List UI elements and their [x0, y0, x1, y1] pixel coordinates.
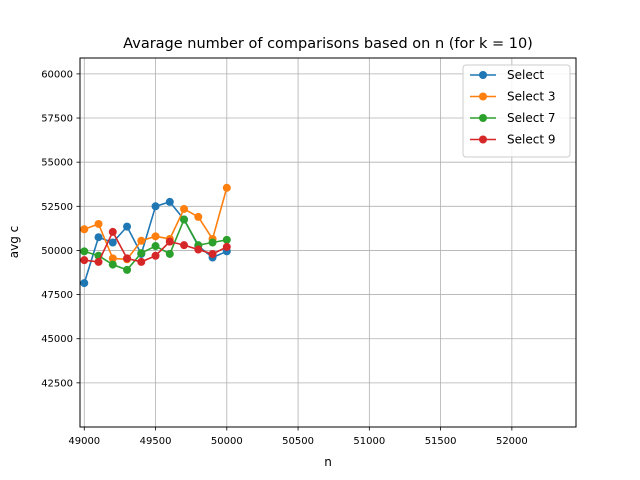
data-point-select-9: [80, 256, 89, 265]
axis-ticks: 49000 49500 50000 50500 51000 51500 52000 42500…: [41, 69, 528, 447]
data-point-select-7: [123, 265, 132, 274]
data-point-select-7: [180, 215, 189, 224]
legend-item-select-9: Select 9: [470, 133, 555, 147]
chart-title: Avarage number of comparisons based on n…: [123, 36, 533, 52]
y-tick-label: 42500: [41, 378, 73, 389]
data-point-select-9: [194, 245, 203, 254]
data-point-select-9: [151, 251, 160, 260]
legend-item-select-7: Select 7: [470, 111, 555, 125]
legend-swatch-marker: [479, 92, 487, 101]
data-point-select-9: [94, 257, 103, 266]
data-point-select-9: [222, 242, 231, 251]
data-point-select-3: [151, 232, 160, 241]
legend-swatch-marker: [479, 71, 487, 79]
plot-frame: [79, 57, 577, 428]
data-point-select-3: [180, 204, 189, 213]
legend-label: Select 9: [507, 133, 555, 147]
data-point-select-3: [137, 236, 146, 245]
legend-swatch-marker: [479, 135, 487, 144]
data-point-select-3: [80, 225, 89, 234]
y-tick-label: 60000: [41, 69, 73, 80]
data-point-select-3: [222, 183, 231, 192]
y-tick-label: 45000: [41, 334, 73, 345]
data-point-select-9: [180, 241, 189, 250]
data-point-select-9: [108, 227, 117, 236]
x-tick-label: 52000: [496, 436, 528, 447]
data-point-select-7: [208, 238, 217, 247]
data-point-select-7: [222, 235, 231, 244]
legend-label: Select: [507, 68, 544, 82]
data-point-select: [94, 233, 103, 242]
legend-item-select: Select: [470, 68, 544, 82]
legend-swatch-marker: [479, 114, 487, 122]
data-point-select-7: [137, 249, 146, 258]
data-point-select-9: [208, 249, 217, 258]
data-point-select: [165, 197, 174, 206]
series-select-9: [80, 227, 231, 266]
x-tick-label: 51500: [425, 436, 457, 447]
y-axis-label: avg c: [7, 226, 21, 258]
legend-item-select-3: Select 3: [470, 90, 555, 104]
data-point-select-9: [137, 257, 146, 266]
plot-series: [80, 183, 231, 288]
data-point-select-3: [108, 254, 117, 263]
x-tick-label: 50500: [282, 436, 314, 447]
legend-label: Select 3: [507, 90, 555, 104]
y-tick-label: 57500: [41, 114, 73, 125]
data-point-select: [80, 279, 89, 288]
x-tick-label: 49500: [140, 436, 172, 447]
data-point-select-7: [151, 242, 160, 251]
y-tick-label: 50000: [41, 246, 73, 257]
data-point-select-3: [194, 212, 203, 221]
x-tick-label: 51000: [353, 436, 385, 447]
data-point-select-9: [123, 254, 132, 263]
x-axis-label: n: [324, 455, 332, 469]
data-point-select: [151, 202, 160, 211]
data-point-select: [123, 222, 132, 231]
data-point-select-7: [108, 260, 117, 269]
x-tick-label: 50000: [211, 436, 243, 447]
y-tick-label: 47500: [41, 290, 73, 301]
data-point-select-9: [165, 237, 174, 246]
legend-label: Select 7: [507, 111, 555, 125]
legend-box: [462, 64, 571, 158]
data-point-select-7: [80, 247, 89, 256]
series-select-7: [80, 215, 231, 274]
x-tick-label: 49000: [68, 436, 100, 447]
data-point-select-7: [165, 249, 174, 258]
legend: Select Select 3 Select 7 Select 9: [462, 64, 571, 158]
data-point-select: [108, 238, 117, 247]
y-tick-label: 55000: [41, 158, 73, 169]
y-tick-label: 52500: [41, 202, 73, 213]
data-point-select-3: [94, 219, 103, 228]
